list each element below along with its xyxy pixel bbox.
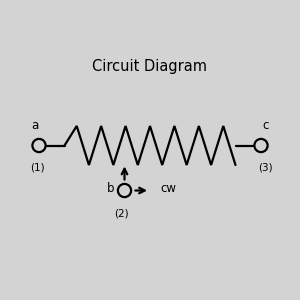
Text: cw: cw — [160, 182, 176, 196]
Text: b: b — [107, 182, 115, 195]
Circle shape — [32, 139, 46, 152]
Circle shape — [118, 184, 131, 197]
Text: (2): (2) — [114, 208, 129, 218]
Text: a: a — [31, 119, 38, 133]
Text: (3): (3) — [258, 163, 273, 173]
Text: (1): (1) — [30, 163, 45, 173]
Text: c: c — [262, 119, 269, 133]
Circle shape — [254, 139, 268, 152]
Text: Circuit Diagram: Circuit Diagram — [92, 58, 208, 74]
